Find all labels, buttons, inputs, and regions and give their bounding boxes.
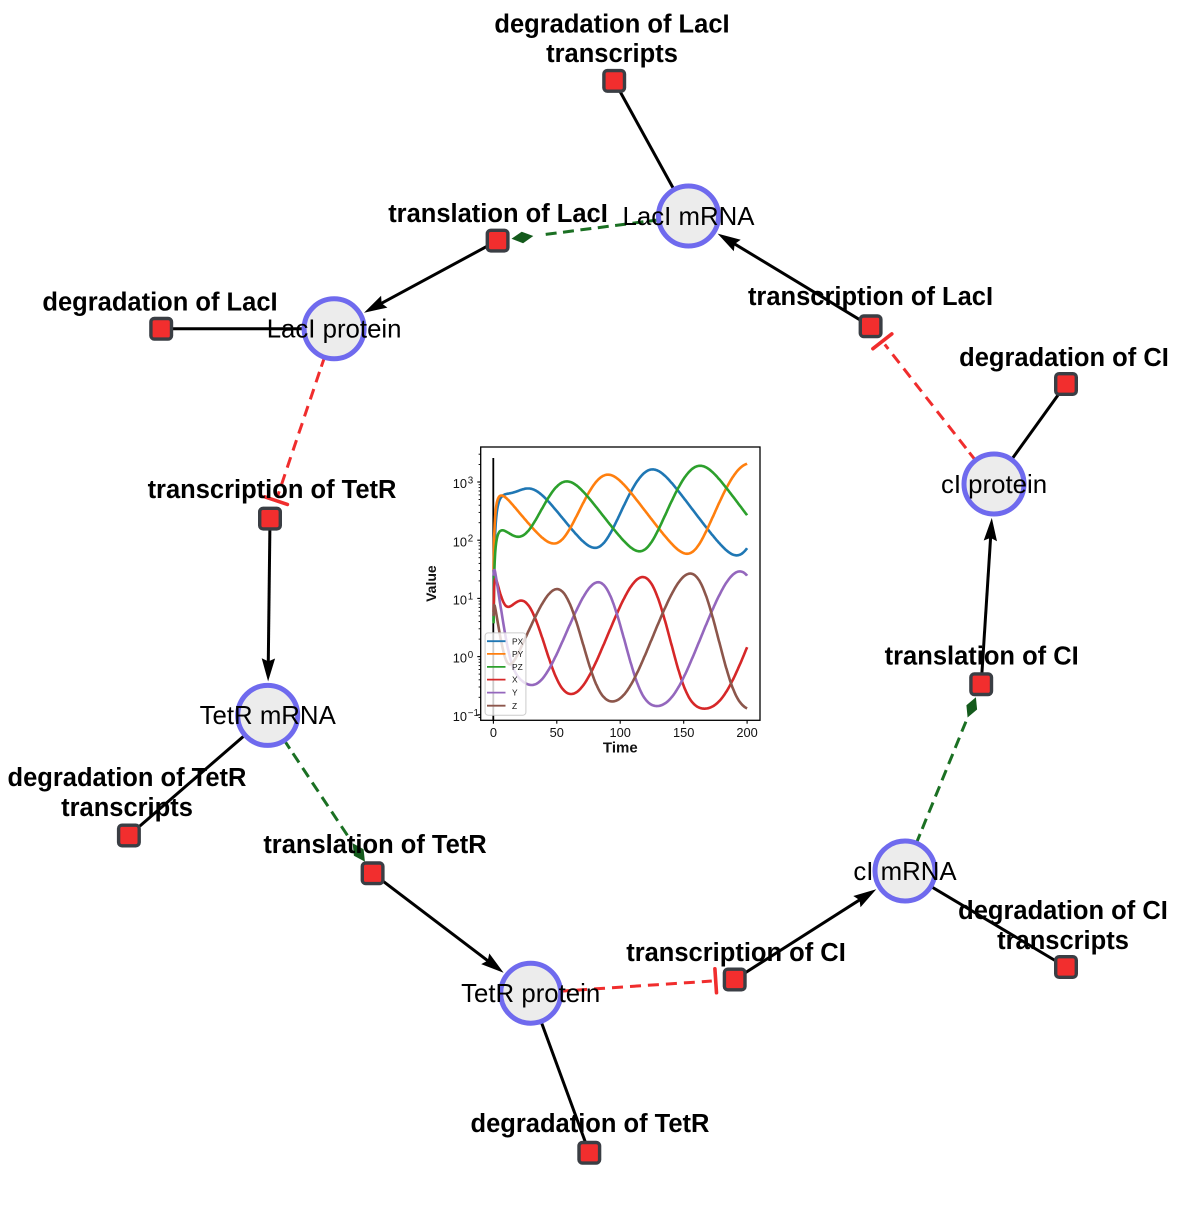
svg-text:degradation of CI: degradation of CI [958, 897, 1168, 925]
svg-text:PX: PX [512, 636, 524, 646]
svg-text:transcription of LacI: transcription of LacI [748, 283, 993, 311]
svg-text:transcription of TetR: transcription of TetR [148, 476, 397, 504]
svg-text:10: 10 [453, 709, 467, 724]
svg-text:0: 0 [468, 650, 474, 661]
svg-text:transcripts: transcripts [997, 927, 1129, 955]
svg-text:TetR protein: TetR protein [461, 980, 600, 1008]
svg-text:degradation of LacI: degradation of LacI [494, 11, 729, 39]
svg-text:cI protein: cI protein [941, 471, 1047, 499]
svg-text:degradation of TetR: degradation of TetR [471, 1110, 710, 1138]
svg-text:Y: Y [512, 688, 518, 698]
svg-text:degradation of LacI: degradation of LacI [42, 289, 277, 317]
svg-text:3: 3 [468, 475, 474, 486]
svg-text:TetR mRNA: TetR mRNA [200, 702, 337, 730]
svg-text:10: 10 [453, 534, 467, 549]
svg-text:50: 50 [550, 725, 564, 740]
svg-text:LacI mRNA: LacI mRNA [623, 203, 756, 231]
svg-text:Z: Z [512, 701, 517, 711]
svg-text:Value: Value [423, 565, 439, 602]
svg-text:translation of CI: translation of CI [885, 643, 1079, 671]
svg-text:2: 2 [468, 534, 473, 545]
svg-text:−1: −1 [468, 708, 479, 719]
svg-text:LacI protein: LacI protein [267, 316, 402, 344]
svg-text:transcripts: transcripts [61, 794, 193, 822]
svg-text:degradation of TetR: degradation of TetR [8, 764, 247, 792]
svg-text:translation of LacI: translation of LacI [388, 200, 608, 228]
svg-text:transcripts: transcripts [546, 40, 678, 68]
svg-text:10: 10 [453, 476, 467, 491]
svg-text:PZ: PZ [512, 662, 523, 672]
svg-text:PY: PY [512, 649, 524, 659]
svg-text:150: 150 [673, 725, 694, 740]
svg-text:10: 10 [453, 651, 467, 666]
svg-text:200: 200 [736, 725, 757, 740]
svg-text:degradation of CI: degradation of CI [959, 344, 1169, 372]
svg-text:translation of TetR: translation of TetR [263, 831, 486, 859]
svg-text:1: 1 [468, 592, 473, 603]
svg-text:10: 10 [453, 593, 467, 608]
svg-text:Time: Time [603, 740, 638, 757]
svg-text:0: 0 [490, 725, 497, 740]
svg-text:X: X [512, 675, 518, 685]
svg-text:transcription of CI: transcription of CI [626, 939, 846, 967]
svg-text:cI mRNA: cI mRNA [853, 858, 957, 886]
svg-text:100: 100 [610, 725, 631, 740]
